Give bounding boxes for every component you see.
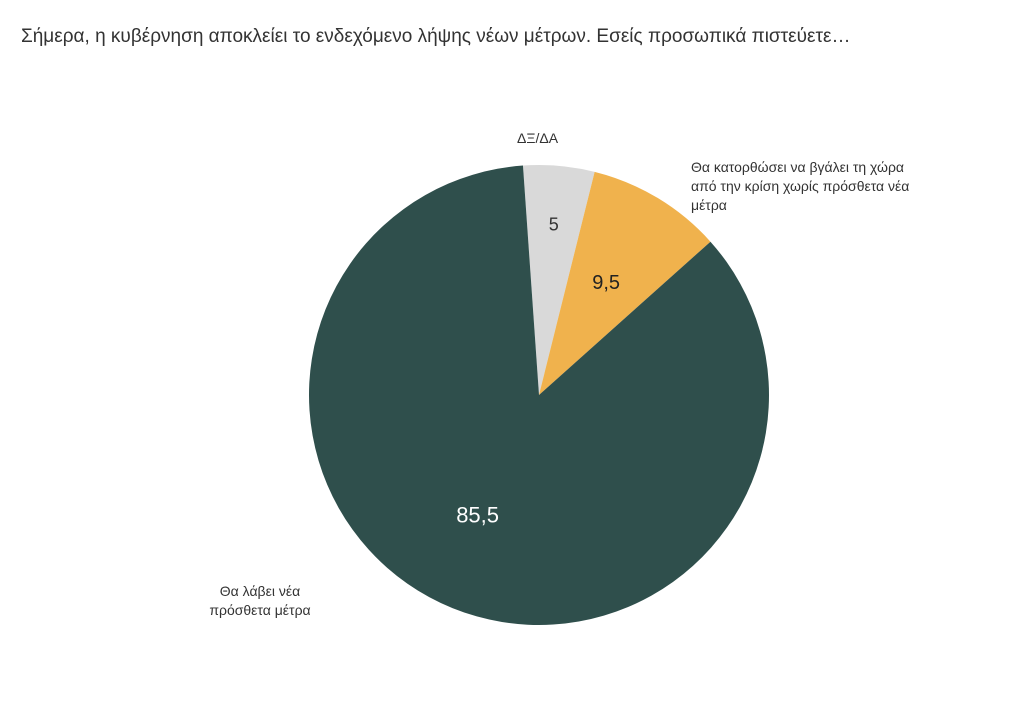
slice-label-no-new-measures: Θα κατορθώσει να βγάλει τη χώρα από την … bbox=[691, 159, 910, 213]
slice-dk-na bbox=[522, 164, 595, 395]
slice-no-new-measures-value-label: 9,5 bbox=[592, 272, 620, 294]
slice-dk-na-value-label: 5 bbox=[549, 214, 559, 234]
slice-new-measures-value-label: 85,5 bbox=[456, 503, 499, 528]
slice-new-measures bbox=[308, 165, 769, 625]
slice-label-new-measures: Θα λάβει νέα πρόσθετα μέτρα bbox=[209, 583, 311, 618]
chart-title: Σήμερα, η κυβέρνηση αποκλείει το ενδεχόμ… bbox=[21, 26, 851, 47]
slice-label-dk-na: ΔΞ/ΔΑ bbox=[517, 130, 559, 146]
slice-no-new-measures bbox=[539, 171, 711, 395]
